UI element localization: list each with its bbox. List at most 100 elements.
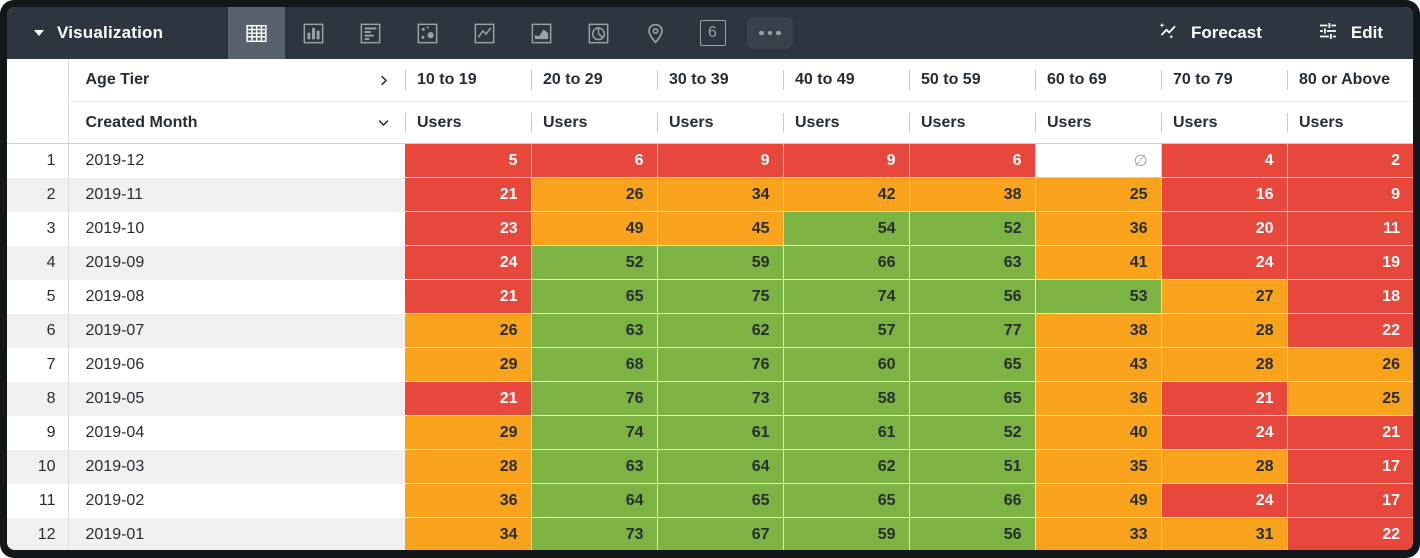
value-cell[interactable]: 23 [405, 211, 532, 246]
value-cell[interactable]: 38 [909, 177, 1036, 212]
value-cell[interactable]: 66 [909, 483, 1036, 518]
edit-button[interactable]: Edit [1316, 19, 1383, 48]
value-cell[interactable]: 59 [657, 245, 784, 280]
month-cell[interactable]: 2019-07 [85, 321, 145, 339]
single-value-icon[interactable]: 6 [684, 7, 741, 59]
value-cell[interactable]: 63 [531, 313, 658, 348]
month-cell[interactable]: 2019-03 [85, 457, 145, 475]
value-cell[interactable]: 65 [909, 347, 1036, 382]
value-cell[interactable]: 67 [657, 517, 784, 550]
month-cell[interactable]: 2019-01 [85, 525, 145, 543]
bar-chart-icon[interactable] [342, 7, 399, 59]
value-cell[interactable]: 61 [657, 415, 784, 450]
value-cell[interactable]: 28 [1161, 449, 1288, 484]
value-cell[interactable]: 36 [405, 483, 532, 518]
value-cell[interactable]: 29 [405, 415, 532, 450]
value-cell[interactable]: 25 [1287, 381, 1413, 416]
value-cell[interactable]: 65 [657, 483, 784, 518]
value-cell[interactable]: 38 [1035, 313, 1162, 348]
value-cell[interactable]: 76 [657, 347, 784, 382]
value-cell[interactable]: 57 [783, 313, 910, 348]
value-cell[interactable]: 65 [783, 483, 910, 518]
value-cell[interactable]: 21 [405, 381, 532, 416]
value-cell[interactable]: 26 [531, 177, 658, 212]
value-cell[interactable]: 75 [657, 279, 784, 314]
value-cell[interactable]: 65 [909, 381, 1036, 416]
value-cell[interactable]: 20 [1161, 211, 1288, 246]
column-header-users[interactable]: Users [1287, 101, 1413, 144]
column-chart-icon[interactable] [285, 7, 342, 59]
month-cell[interactable]: 2019-06 [85, 355, 145, 373]
column-header-users[interactable]: Users [1161, 101, 1287, 144]
value-cell[interactable]: 68 [531, 347, 658, 382]
value-cell[interactable]: 26 [1287, 347, 1413, 382]
column-header-users[interactable]: Users [783, 101, 909, 144]
column-header-age-tier[interactable]: 40 to 49 [783, 59, 909, 102]
value-cell[interactable]: 74 [531, 415, 658, 450]
value-cell[interactable]: 41 [1035, 245, 1162, 280]
value-cell[interactable]: 9 [1287, 177, 1413, 212]
value-cell[interactable]: 28 [1161, 313, 1288, 348]
month-cell[interactable]: 2019-10 [85, 219, 145, 237]
value-cell[interactable]: 43 [1035, 347, 1162, 382]
value-cell[interactable]: 64 [657, 449, 784, 484]
value-cell[interactable]: 11 [1287, 211, 1413, 246]
column-header-age-tier[interactable]: 20 to 29 [531, 59, 657, 102]
column-header-age-tier[interactable]: 70 to 79 [1161, 59, 1287, 102]
value-cell[interactable]: 19 [1287, 245, 1413, 280]
value-cell[interactable]: 62 [783, 449, 910, 484]
value-cell[interactable]: 33 [1035, 517, 1162, 550]
column-header-users[interactable]: Users [657, 101, 783, 144]
value-cell[interactable]: 63 [531, 449, 658, 484]
value-cell[interactable]: 24 [405, 245, 532, 280]
value-cell[interactable]: 27 [1161, 279, 1288, 314]
value-cell[interactable]: 54 [783, 211, 910, 246]
value-cell[interactable]: 63 [909, 245, 1036, 280]
value-cell[interactable]: 25 [1035, 177, 1162, 212]
column-header-age-tier[interactable]: 60 to 69 [1035, 59, 1161, 102]
value-cell[interactable]: 6 [909, 143, 1036, 178]
value-cell[interactable]: 56 [909, 517, 1036, 550]
value-cell[interactable]: 24 [1161, 415, 1288, 450]
pie-chart-icon[interactable] [570, 7, 627, 59]
dimension-field-header[interactable]: Created Month [68, 101, 405, 144]
value-cell[interactable]: 35 [1035, 449, 1162, 484]
value-cell[interactable]: 17 [1287, 483, 1413, 518]
value-cell[interactable]: 59 [783, 517, 910, 550]
month-cell[interactable]: 2019-11 [85, 185, 144, 203]
month-cell[interactable]: 2019-09 [85, 253, 145, 271]
value-cell[interactable]: 21 [405, 279, 532, 314]
map-pin-icon[interactable] [627, 7, 684, 59]
column-header-users[interactable]: Users [1035, 101, 1161, 144]
area-chart-icon[interactable] [513, 7, 570, 59]
value-cell[interactable]: 28 [1161, 347, 1288, 382]
value-cell[interactable]: 31 [1161, 517, 1288, 550]
value-cell[interactable]: 4 [1161, 143, 1288, 178]
value-cell[interactable]: 6 [531, 143, 658, 178]
month-cell[interactable]: 2019-08 [85, 287, 145, 305]
value-cell[interactable]: 28 [405, 449, 532, 484]
value-cell[interactable]: 74 [783, 279, 910, 314]
value-cell[interactable]: 36 [1035, 381, 1162, 416]
forecast-button[interactable]: Forecast [1156, 19, 1262, 48]
month-cell[interactable]: 2019-02 [85, 491, 145, 509]
value-cell[interactable]: 76 [531, 381, 658, 416]
value-cell[interactable]: 29 [405, 347, 532, 382]
month-cell[interactable]: 2019-04 [85, 423, 145, 441]
value-cell[interactable]: 51 [909, 449, 1036, 484]
value-cell[interactable]: 66 [783, 245, 910, 280]
value-cell[interactable]: 9 [783, 143, 910, 178]
value-cell[interactable]: 52 [909, 211, 1036, 246]
value-cell[interactable]: 18 [1287, 279, 1413, 314]
value-cell[interactable]: 60 [783, 347, 910, 382]
value-cell[interactable]: 65 [531, 279, 658, 314]
table-viz-icon[interactable] [228, 7, 285, 59]
value-cell[interactable]: 49 [1035, 483, 1162, 518]
value-cell[interactable]: 58 [783, 381, 910, 416]
value-cell[interactable]: 21 [1161, 381, 1288, 416]
value-cell[interactable]: 53 [1035, 279, 1162, 314]
value-cell[interactable]: 52 [531, 245, 658, 280]
value-cell[interactable]: 2 [1287, 143, 1413, 178]
value-cell[interactable]: 77 [909, 313, 1036, 348]
scatter-chart-icon[interactable] [399, 7, 456, 59]
